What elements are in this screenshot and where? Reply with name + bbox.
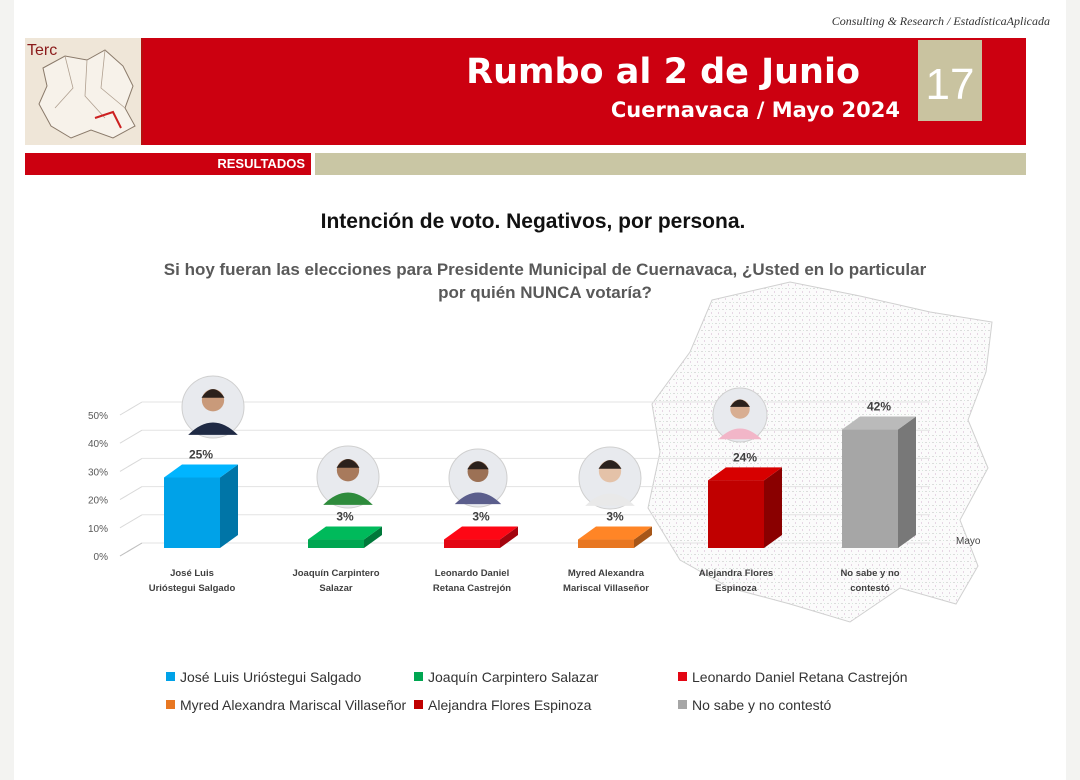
data-label: 3% [606,510,624,524]
chart-question: Si hoy fueran las elecciones para Presid… [163,260,927,302]
bar-side [364,526,382,548]
x-tick-label: Alejandra Flores Espinoza [699,568,773,594]
legend-swatch [414,700,423,709]
section-label: RESULTADOS [25,153,311,175]
report-subtitle: Cuernavaca / Mayo 2024 [610,98,900,122]
bar-group: 42% [842,400,916,548]
bar-group: 3% [578,510,652,548]
bar [578,539,634,548]
y-tick-label: 10% [88,524,108,535]
legend-swatch [414,672,423,681]
candidate-photo [578,446,642,510]
bar-side [500,526,518,548]
y-tick-label: 40% [88,439,108,450]
bar-side [898,416,916,548]
legend-label: No sabe y no contestó [692,697,832,713]
y-tick-label: 0% [94,552,109,563]
bar-group: 24% [708,450,782,548]
x-tick-label: José Luis Urióstegui Salgado [149,568,236,594]
bar-top [308,526,382,540]
candidate-photo [181,375,245,439]
legend-item: Alejandra Flores Espinoza [414,697,591,713]
gridline-diagonal [119,457,143,472]
bar [308,539,364,548]
legend-item: Leonardo Daniel Retana Castrejón [678,669,908,685]
chart-gridlines [119,401,930,557]
x-tick-label: Leonardo Daniel Retana Castrejón [433,568,511,594]
legend-swatch [166,672,175,681]
legend-swatch [678,700,687,709]
legend-label: Myred Alexandra Mariscal Villaseñor [180,697,407,713]
candidate-photo [448,448,508,508]
report-title: Rumbo al 2 de Junio [466,52,860,92]
legend-label: Leonardo Daniel Retana Castrejón [692,669,908,685]
bar [842,429,898,548]
bar-top [164,464,238,478]
bar-top [708,467,782,481]
gridline-diagonal [119,486,143,501]
gridline-diagonal [119,514,143,529]
legend-label: José Luis Urióstegui Salgado [180,669,362,685]
data-label: 25% [189,448,213,462]
gridline-diagonal [119,401,143,416]
chart-title: Intención de voto. Negativos, por person… [320,210,746,233]
y-tick-label: 50% [88,411,108,422]
section-divider [311,153,315,175]
chart-bars: 25% 3% 3% 3% 24% 42% [164,400,916,548]
bar [164,477,220,548]
section-bar: RESULTADOS [25,153,1026,175]
x-tick-label: Joaquín Carpintero Salazar [292,568,379,594]
legend-item: No sabe y no contestó [678,697,831,713]
page-number: 17 [918,40,982,121]
bar [444,539,500,548]
candidate-photo [316,445,380,509]
data-label: 24% [733,450,757,464]
bar-top [444,526,518,540]
bar-group: 3% [308,510,382,548]
candidate-photos [181,375,768,510]
x-axis-labels: José Luis Urióstegui Salgado Joaquín Carpi… [149,568,900,594]
y-tick-label: 30% [88,467,108,478]
chart-annotation: Mayo [956,536,981,547]
data-label: 42% [867,400,891,414]
candidate-photo [712,387,768,443]
legend-label: Alejandra Flores Espinoza [428,697,592,713]
legend-item: José Luis Urióstegui Salgado [166,669,361,685]
legend-label: Joaquín Carpintero Salazar [428,669,599,685]
x-tick-label: Myred Alexandra Mariscal Villaseñor [563,568,649,594]
x-tick-label: No sabe y no contestó [840,568,899,594]
gridline-diagonal [119,429,143,444]
credit-text: Consulting & Research / EstadísticaAplic… [831,14,1050,28]
bar-group: 25% [164,448,238,548]
y-axis: 0% 10% 20% 30% 40% 50% [88,411,108,563]
header-banner: Terc Rumbo al 2 de Junio Cuernavaca / Ma… [25,38,1026,145]
bar-top [578,526,652,540]
legend-item: Joaquín Carpintero Salazar [414,669,598,685]
bar [708,480,764,548]
map-thumbnail-image [38,49,136,139]
data-label: 3% [336,510,354,524]
bar-side [220,464,238,548]
bar-side [764,467,782,548]
bar-top [842,416,916,430]
y-tick-label: 20% [88,496,108,507]
bar-group: 3% [444,510,518,548]
bar-side [634,526,652,548]
axis-floor-left [119,542,143,557]
legend-swatch [166,700,175,709]
data-label: 3% [472,510,490,524]
map-thumbnail: Terc [25,38,143,145]
legend-item: Myred Alexandra Mariscal Villaseñor [166,697,406,713]
map-tag: Terc [27,42,58,59]
legend-swatch [678,672,687,681]
